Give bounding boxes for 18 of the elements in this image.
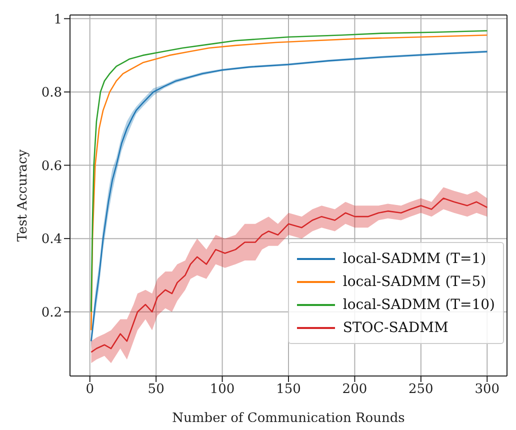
x-tick-label: 200 [342, 382, 368, 398]
legend-label: local-SADMM (T=1) [342, 250, 486, 266]
x-tick-label: 300 [474, 382, 500, 398]
y-tick-label: 0.4 [41, 232, 62, 248]
legend-label: STOC-SADMM [342, 320, 448, 336]
y-axis-title: Test Accuracy [16, 148, 31, 242]
x-tick-label: 50 [148, 382, 164, 398]
x-tick-label: 0 [86, 382, 94, 398]
x-axis-title: Number of Communication Rounds [172, 411, 405, 426]
x-tick-label: 150 [276, 382, 301, 398]
x-tick-label: 100 [210, 382, 235, 398]
legend-label: local-SADMM (T=5) [342, 274, 486, 290]
y-tick-label: 0.8 [41, 86, 62, 101]
x-tick-label: 250 [408, 382, 434, 398]
y-tick-label: 1 [54, 12, 62, 28]
y-tick-label: 0.2 [41, 305, 62, 320]
legend-label: local-SADMM (T=10) [342, 296, 495, 312]
y-tick-label: 0.6 [41, 158, 62, 174]
